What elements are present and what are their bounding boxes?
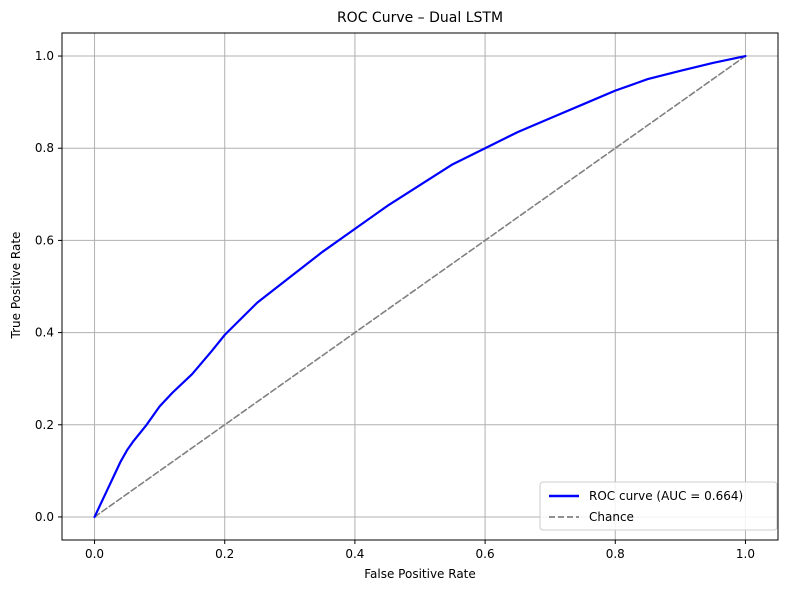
x-tick-label: 0.8	[606, 547, 625, 561]
legend: ROC curve (AUC = 0.664) Chance	[539, 481, 778, 531]
x-tick-label: 0.0	[85, 547, 104, 561]
ticks: 0.0 0.2 0.4 0.6 0.8 1.0 0.0 0.2 0.4 0.6 0.8 1.0	[35, 49, 755, 561]
x-tick-label: 1.0	[736, 547, 755, 561]
x-tick-label: 0.2	[215, 547, 234, 561]
legend-box	[539, 481, 778, 531]
y-tick-label: 0.4	[35, 326, 54, 340]
y-tick-label: 0.0	[35, 510, 54, 524]
legend-label-roc: ROC curve (AUC = 0.664)	[589, 489, 743, 503]
grid	[62, 33, 778, 540]
chance-line	[93, 55, 747, 518]
y-tick-label: 0.6	[35, 233, 54, 247]
series-layer	[93, 54, 747, 519]
chart-title: ROC Curve – Dual LSTM	[337, 10, 503, 26]
x-axis-label: False Positive Rate	[364, 567, 476, 581]
legend-label-chance: Chance	[589, 510, 634, 524]
y-tick-label: 1.0	[35, 49, 54, 63]
plot-frame	[61, 32, 779, 541]
y-tick-label: 0.2	[35, 418, 54, 432]
x-tick-label: 0.4	[345, 547, 364, 561]
y-axis-label: True Positive Rate	[9, 232, 23, 340]
x-tick-label: 0.6	[476, 547, 495, 561]
roc-curve-line	[93, 54, 747, 519]
y-tick-label: 0.8	[35, 141, 54, 155]
